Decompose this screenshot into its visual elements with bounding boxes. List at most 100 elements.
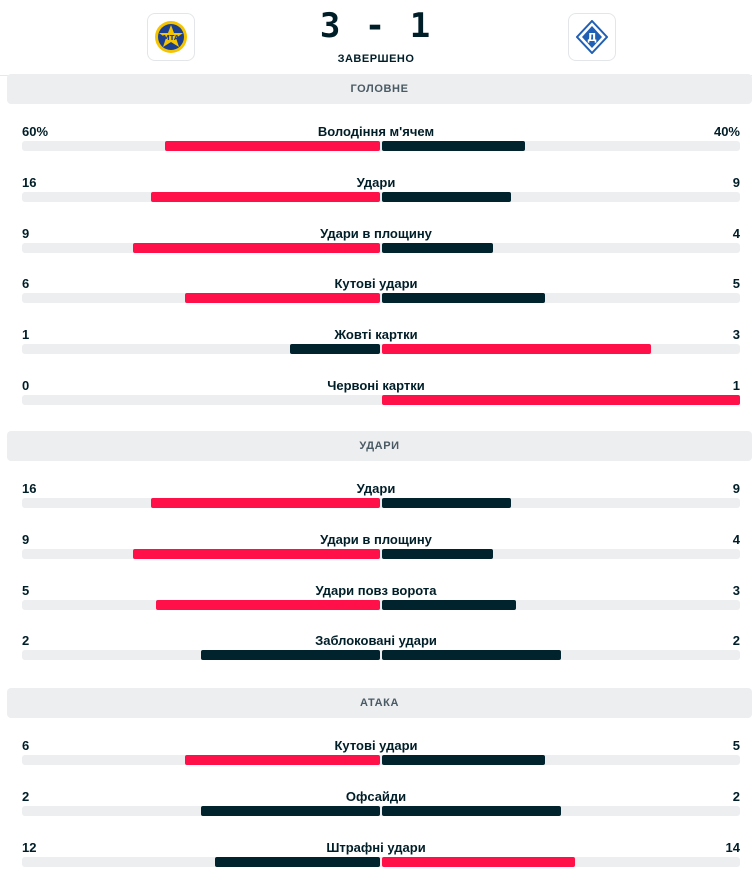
away-stat-value: 9 <box>732 175 740 190</box>
stat-bar-track <box>22 755 740 765</box>
stat-label: Володіння м'ячем <box>317 124 435 139</box>
stat-row: 16 Удари 9 <box>0 175 752 205</box>
home-stat-value: 0 <box>22 378 30 393</box>
stat-bar-track <box>22 243 740 253</box>
stat-row: 9 Удари в площину 4 <box>0 532 752 562</box>
away-team-logo[interactable]: Д <box>568 13 616 61</box>
stat-row: 6 Кутові удари 5 <box>0 738 752 768</box>
away-stat-bar <box>382 755 545 765</box>
section-header: АТАКА <box>7 688 752 718</box>
away-stat-bar <box>382 344 651 354</box>
away-stat-value: 9 <box>732 481 740 496</box>
stat-bar-track <box>22 344 740 354</box>
stat-label: Удари <box>356 175 396 190</box>
match-status: ЗАВЕРШЕНО <box>337 53 415 65</box>
stat-bar-track <box>22 549 740 559</box>
away-stat-value: 40% <box>713 124 740 139</box>
away-stat-value: 4 <box>732 532 740 547</box>
away-stat-bar <box>382 806 561 816</box>
away-stat-bar <box>382 141 525 151</box>
away-stat-bar <box>382 192 511 202</box>
stat-label: Кутові удари <box>334 276 418 291</box>
stat-label: Жовті картки <box>334 327 418 342</box>
away-stat-value: 3 <box>732 583 740 598</box>
stat-bar-track <box>22 141 740 151</box>
stat-label: Удари <box>356 481 396 496</box>
away-stat-value: 1 <box>732 378 740 393</box>
home-stat-value: 2 <box>22 633 30 648</box>
stat-label: Удари повз ворота <box>315 583 437 598</box>
home-stat-value: 6 <box>22 276 30 291</box>
stat-bar-track <box>22 600 740 610</box>
home-stat-value: 1 <box>22 327 30 342</box>
svg-text:MTA: MTA <box>163 34 180 42</box>
home-stat-bar <box>151 192 380 202</box>
home-stat-bar <box>156 600 380 610</box>
home-stat-value: 16 <box>22 481 37 496</box>
home-stat-bar <box>215 857 380 867</box>
away-stat-bar <box>382 293 545 303</box>
away-stat-bar <box>382 243 493 253</box>
dynamo-kyiv-crest-icon: Д <box>576 20 608 54</box>
away-stat-bar <box>382 857 575 867</box>
stat-bar-track <box>22 498 740 508</box>
stat-label: Офсайди <box>345 789 407 804</box>
away-stat-value: 2 <box>732 633 740 648</box>
home-stat-value: 6 <box>22 738 30 753</box>
stat-bar-track <box>22 650 740 660</box>
stat-row: 2 Заблоковані удари 2 <box>0 633 752 663</box>
match-score: 3 - 1 <box>319 6 433 46</box>
home-stat-bar <box>201 806 380 816</box>
home-stat-bar <box>290 344 380 354</box>
home-stat-bar <box>185 755 380 765</box>
away-stat-bar <box>382 600 516 610</box>
stat-row: 60% Володіння м'ячем 40% <box>0 124 752 154</box>
stat-label: Удари в площину <box>320 532 432 547</box>
stat-row: 9 Удари в площину 4 <box>0 226 752 256</box>
stat-row: 0 Червоні картки 1 <box>0 378 752 408</box>
stat-row: 5 Удари повз ворота 3 <box>0 583 752 613</box>
home-stat-value: 9 <box>22 226 30 241</box>
stat-bar-track <box>22 857 740 867</box>
home-stat-bar <box>185 293 380 303</box>
away-stat-value: 2 <box>732 789 740 804</box>
home-stat-value: 12 <box>22 840 37 855</box>
section-header: ГОЛОВНЕ <box>7 74 752 104</box>
away-stat-bar <box>382 650 561 660</box>
home-team-logo[interactable]: MTA <box>147 13 195 61</box>
home-stat-value: 2 <box>22 789 30 804</box>
svg-text:Д: Д <box>587 31 597 44</box>
maccabi-tel-aviv-crest-icon: MTA <box>155 21 187 53</box>
away-stat-value: 4 <box>732 226 740 241</box>
home-stat-value: 9 <box>22 532 30 547</box>
stat-row: 16 Удари 9 <box>0 481 752 511</box>
home-stat-bar <box>133 549 380 559</box>
home-stat-bar <box>165 141 380 151</box>
stat-row: 12 Штрафні удари 14 <box>0 840 752 870</box>
away-stat-bar <box>382 549 493 559</box>
stat-label: Заблоковані удари <box>315 633 437 648</box>
stat-bar-track <box>22 192 740 202</box>
stat-row: 2 Офсайди 2 <box>0 789 752 819</box>
stat-bar-track <box>22 806 740 816</box>
home-stat-value: 5 <box>22 583 30 598</box>
away-stat-value: 3 <box>732 327 740 342</box>
stat-label: Штрафні удари <box>326 840 426 855</box>
stat-row: 1 Жовті картки 3 <box>0 327 752 357</box>
away-stat-bar <box>382 395 740 405</box>
home-stat-bar <box>201 650 380 660</box>
home-stat-value: 60% <box>22 124 49 139</box>
stat-bar-track <box>22 293 740 303</box>
stat-label: Червоні картки <box>327 378 425 393</box>
home-stat-bar <box>151 498 380 508</box>
home-stat-value: 16 <box>22 175 37 190</box>
home-stat-bar <box>133 243 380 253</box>
away-stat-value: 5 <box>732 738 740 753</box>
stat-label: Удари в площину <box>320 226 432 241</box>
stat-label: Кутові удари <box>334 738 418 753</box>
stat-bar-track <box>22 395 740 405</box>
away-stat-value: 14 <box>725 840 740 855</box>
match-header: MTA 3 - 1 ЗАВЕРШЕНО Д <box>0 0 752 76</box>
away-stat-bar <box>382 498 511 508</box>
section-header: УДАРИ <box>7 431 752 461</box>
